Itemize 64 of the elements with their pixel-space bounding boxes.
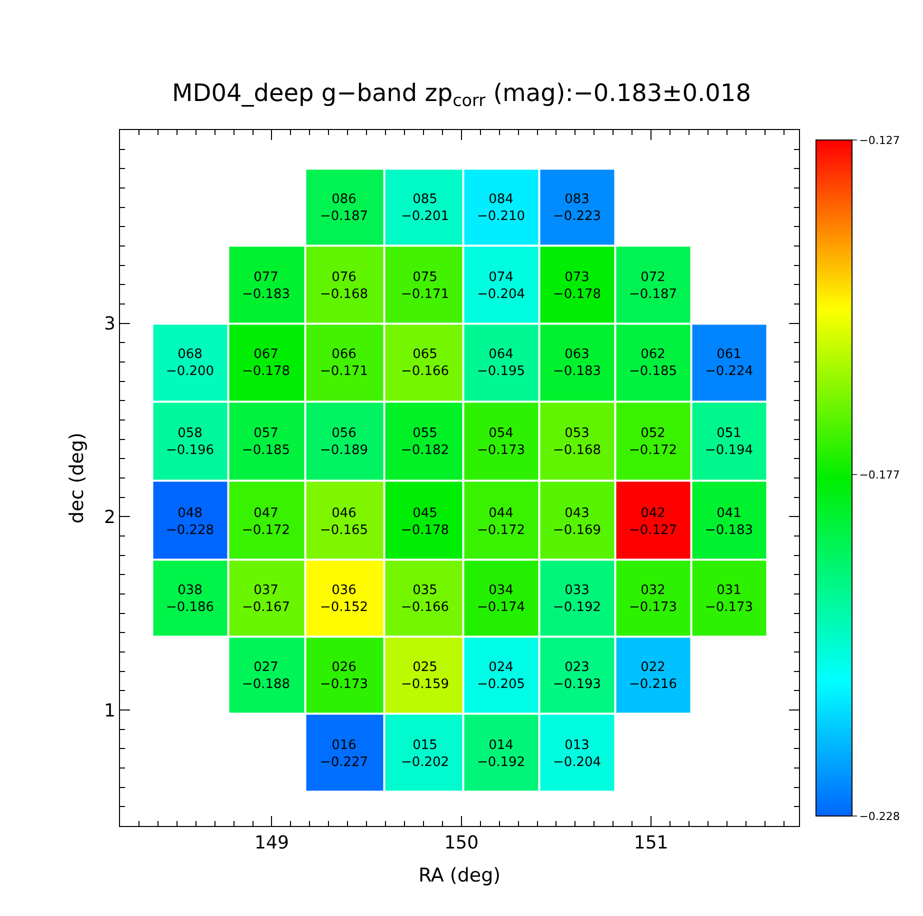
data-label: 056 −0.189 <box>320 426 368 458</box>
data-label: 054 −0.173 <box>476 426 526 458</box>
color-bar-label: −0.177 <box>859 468 900 482</box>
data-label: 077 −0.183 <box>242 270 290 302</box>
y-axis-title: dec (deg) <box>66 432 88 524</box>
data-label: 014 −0.192 <box>476 738 526 770</box>
data-label: 043 −0.169 <box>552 506 602 538</box>
data-label: 051 −0.194 <box>704 426 754 458</box>
data-label: 025 −0.159 <box>400 660 450 692</box>
data-label: 016 −0.227 <box>320 738 368 770</box>
data-label: 061 −0.224 <box>704 347 754 379</box>
data-label: 064 −0.195 <box>476 347 526 379</box>
data-label: 048 −0.228 <box>166 506 214 538</box>
data-label: 052 −0.172 <box>628 426 678 458</box>
data-label: 085 −0.201 <box>400 192 450 224</box>
data-label: 034 −0.174 <box>476 583 526 615</box>
y-tick-label: 3 <box>104 314 116 335</box>
data-label: 062 −0.185 <box>628 347 678 379</box>
data-label: 044 −0.172 <box>476 506 526 538</box>
data-label: 042 −0.127 <box>628 506 678 538</box>
data-label: 027 −0.188 <box>242 660 290 692</box>
data-label: 086 −0.187 <box>320 192 368 224</box>
data-label: 035 −0.166 <box>400 583 450 615</box>
data-label: 024 −0.205 <box>476 660 526 692</box>
data-label: 045 −0.178 <box>400 506 450 538</box>
data-label: 038 −0.186 <box>166 583 214 615</box>
color-bar-label: −0.127 <box>859 134 900 147</box>
data-label: 053 −0.168 <box>552 426 602 458</box>
data-label: 055 −0.182 <box>400 426 450 458</box>
data-label: 073 −0.178 <box>552 270 602 302</box>
data-label: 026 −0.173 <box>320 660 368 692</box>
x-axis-title: RA (deg) <box>418 864 501 886</box>
data-label: 046 −0.165 <box>320 506 368 538</box>
data-label: 032 −0.173 <box>628 583 678 615</box>
y-tick-label: 2 <box>104 506 116 528</box>
data-label: 033 −0.192 <box>552 583 602 615</box>
x-tick-label: 150 <box>444 832 479 854</box>
data-label: 068 −0.200 <box>166 347 214 379</box>
data-label: 084 −0.210 <box>476 192 526 224</box>
data-label: 031 −0.173 <box>704 583 754 615</box>
data-label: 075 −0.171 <box>400 270 450 302</box>
chart-title: MD04_deep g−band zp$_{corr}$ (mag):−0.183±0.018 <box>172 78 751 110</box>
x-tick-label: 149 <box>254 832 289 854</box>
data-label: 067 −0.178 <box>242 347 290 379</box>
data-label: 037 −0.167 <box>242 583 290 615</box>
x-tick-label: 151 <box>634 832 668 854</box>
data-label: 013 −0.204 <box>552 738 602 770</box>
data-label: 063 −0.183 <box>552 347 602 379</box>
data-label: 057 −0.185 <box>242 426 290 458</box>
y-tick-label: 1 <box>104 700 116 722</box>
data-label: 074 −0.204 <box>476 270 526 302</box>
data-label: 066 −0.171 <box>320 347 368 379</box>
data-label: 041 −0.183 <box>704 506 754 538</box>
data-label: 047 −0.172 <box>242 506 290 538</box>
data-label: 015 −0.202 <box>400 738 450 770</box>
data-label: 072 −0.187 <box>628 270 678 302</box>
data-label: 083 −0.223 <box>552 192 602 224</box>
color-bar-label: −0.228 <box>859 810 900 823</box>
data-label: 058 −0.196 <box>166 426 214 458</box>
data-label: 065 −0.166 <box>400 347 450 379</box>
data-label: 022 −0.216 <box>628 660 678 692</box>
data-label: 076 −0.168 <box>320 270 368 302</box>
data-label: 036 −0.152 <box>320 583 368 615</box>
data-label: 023 −0.193 <box>552 660 602 692</box>
